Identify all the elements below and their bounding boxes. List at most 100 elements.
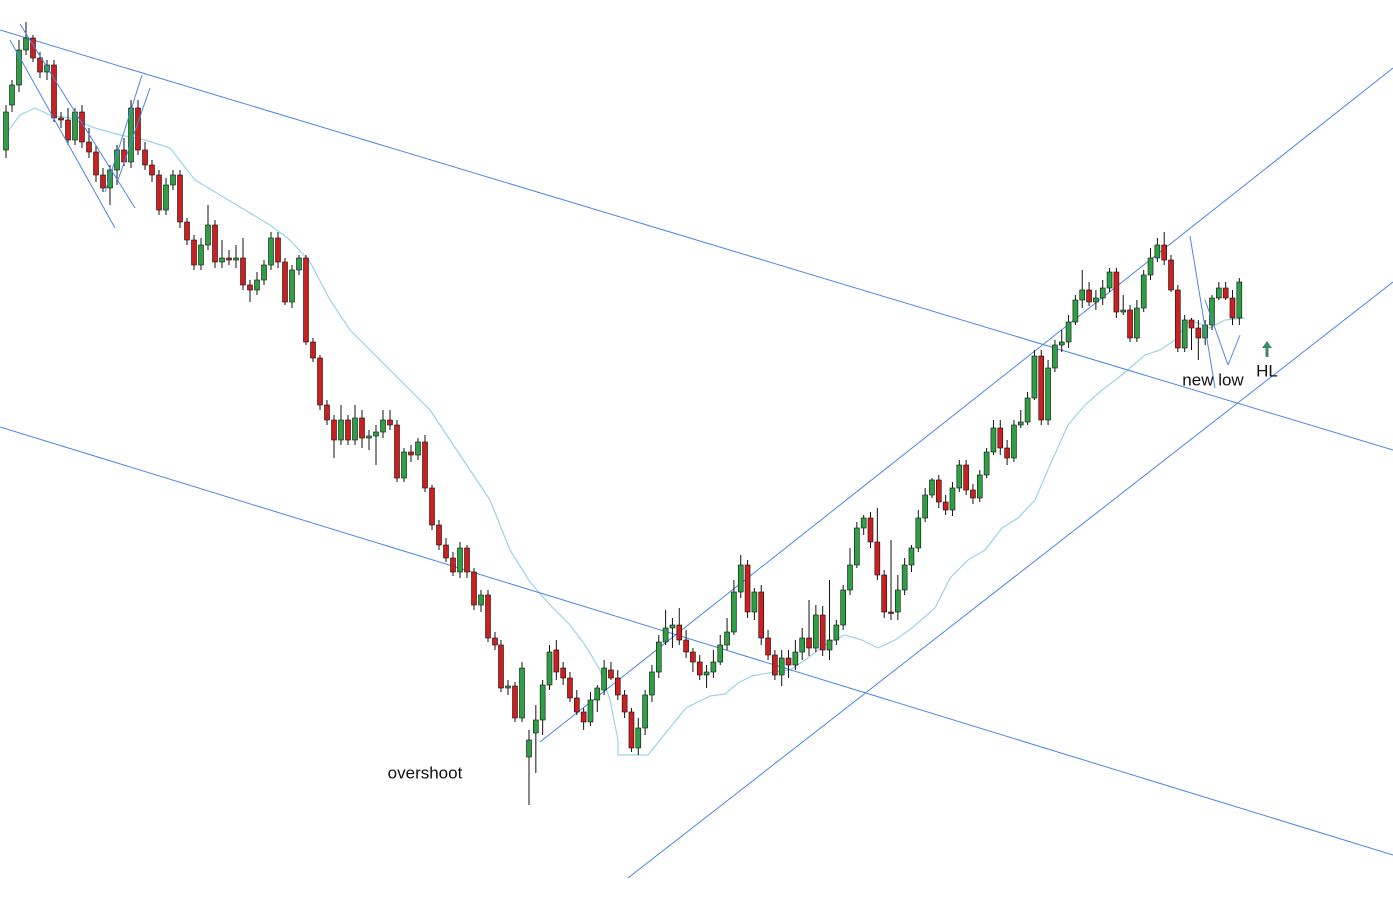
candle — [676, 608, 683, 645]
candle — [778, 650, 785, 686]
candle — [338, 405, 344, 445]
candle — [352, 405, 358, 445]
candle — [163, 178, 169, 215]
candle — [942, 495, 949, 515]
candle — [9, 80, 15, 112]
candle — [1134, 300, 1140, 342]
candle — [526, 730, 532, 805]
candle — [505, 680, 511, 695]
candle — [233, 245, 239, 268]
candle — [268, 232, 274, 270]
candle — [539, 680, 546, 735]
candle — [142, 142, 148, 170]
candle — [560, 662, 566, 685]
candle — [3, 105, 9, 158]
candle — [683, 630, 689, 658]
up-arrow-icon — [1262, 341, 1272, 357]
candle — [170, 170, 176, 190]
candle — [731, 580, 737, 635]
candle — [533, 705, 539, 773]
candle — [758, 585, 765, 645]
candle — [655, 635, 662, 678]
candle — [100, 168, 106, 192]
candle — [1222, 282, 1229, 300]
candle — [303, 255, 309, 345]
candle — [408, 445, 414, 462]
candle — [51, 60, 57, 122]
candle — [594, 685, 601, 712]
pattern-line — [117, 87, 151, 181]
candle — [457, 542, 463, 578]
candle — [867, 512, 874, 548]
candle — [247, 280, 253, 302]
candle — [649, 665, 655, 702]
candle — [854, 522, 860, 568]
candle — [429, 485, 435, 530]
candle — [1017, 410, 1024, 428]
candle — [710, 650, 717, 678]
candle — [888, 540, 894, 620]
candle — [373, 425, 379, 465]
candle — [275, 232, 281, 268]
candle — [874, 508, 881, 580]
candle — [983, 448, 990, 478]
candle — [717, 635, 724, 665]
candle — [1072, 295, 1079, 325]
pattern-line — [104, 74, 143, 193]
candle — [574, 690, 580, 715]
candle — [635, 718, 642, 755]
candle — [614, 670, 621, 700]
candle — [296, 255, 302, 275]
candle — [16, 40, 22, 92]
candle — [819, 606, 826, 656]
candle — [813, 605, 819, 652]
candle — [580, 708, 587, 730]
candle — [156, 170, 162, 215]
candle — [331, 415, 337, 458]
candle — [785, 650, 792, 678]
candle — [997, 420, 1004, 455]
candle — [317, 355, 323, 410]
pattern-line — [1189, 235, 1216, 389]
candle — [240, 238, 246, 290]
candle — [72, 108, 78, 145]
candle — [1154, 238, 1161, 262]
trendline — [0, 426, 1393, 856]
candle — [226, 250, 232, 265]
candle — [1236, 278, 1243, 325]
candle — [840, 585, 846, 630]
candle — [881, 570, 887, 618]
candle — [935, 475, 942, 508]
candle — [380, 410, 386, 438]
candle — [895, 575, 901, 620]
candle — [282, 258, 288, 305]
candle — [1140, 270, 1147, 312]
candle — [359, 410, 365, 448]
candle — [1195, 320, 1202, 360]
candle — [149, 160, 155, 182]
annotation-label: overshoot — [388, 763, 463, 782]
trendline — [0, 29, 1393, 451]
candle — [1086, 282, 1092, 306]
candle — [724, 618, 730, 650]
candle — [1202, 320, 1208, 345]
candle — [976, 470, 983, 502]
candle — [669, 618, 676, 648]
candle — [587, 692, 594, 726]
pattern-line — [1227, 334, 1241, 366]
candle — [799, 628, 806, 660]
extra-lines-layer — [9, 23, 1241, 389]
candle — [394, 420, 400, 482]
candle — [23, 22, 29, 55]
candle — [1120, 295, 1127, 315]
candle — [1181, 315, 1188, 352]
moving-average-line — [4, 107, 1246, 756]
candle — [1099, 280, 1106, 305]
candle — [772, 650, 778, 680]
candle — [806, 600, 812, 656]
candle — [1175, 285, 1181, 352]
candle — [324, 400, 330, 425]
pattern-line — [19, 23, 136, 209]
candle — [44, 60, 50, 80]
candle — [219, 240, 225, 268]
